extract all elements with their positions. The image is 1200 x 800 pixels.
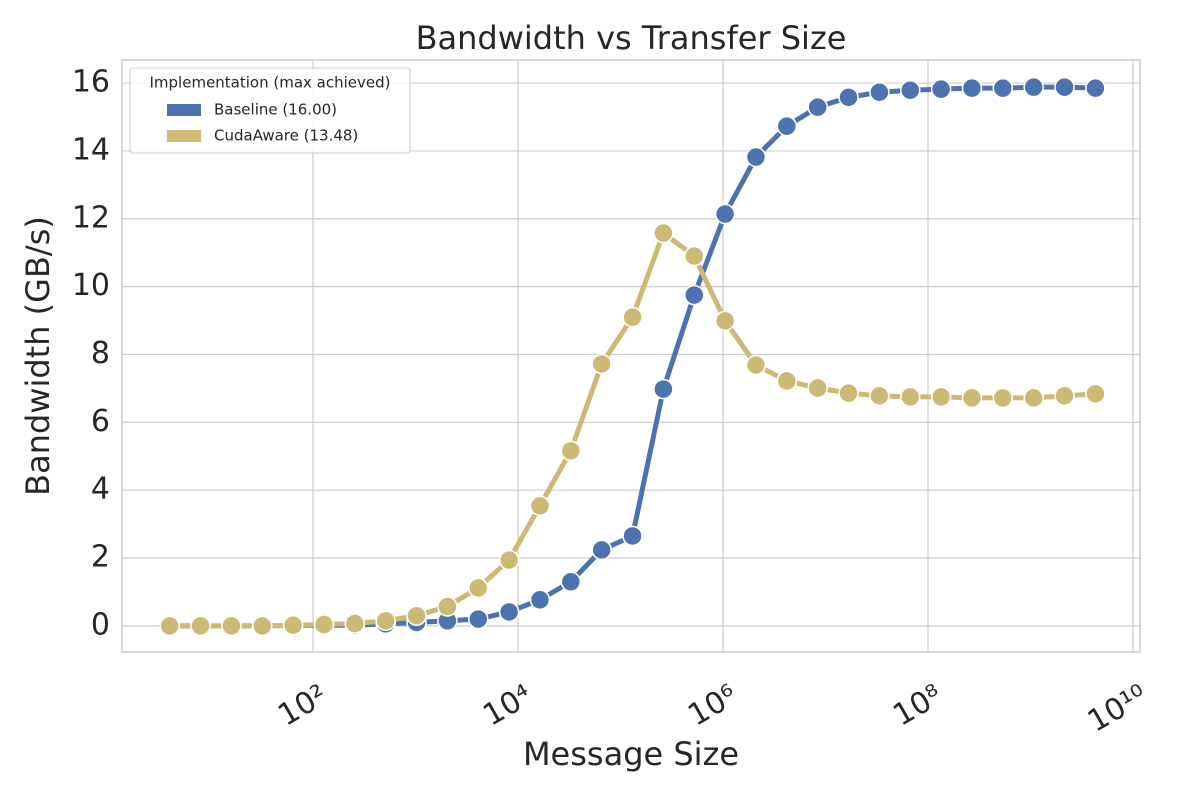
plot-frame [121, 59, 1141, 653]
y-tick-label: 8 [91, 336, 110, 371]
data-point [498, 601, 520, 623]
y-tick-label: 14 [72, 132, 110, 167]
y-tick-label: 12 [72, 200, 110, 235]
data-point [529, 495, 551, 517]
y-tick-label: 0 [91, 607, 110, 642]
data-point [437, 596, 458, 617]
y-tick-label: 6 [91, 404, 110, 439]
y-tick-label: 4 [91, 472, 110, 507]
y-tick-label: 16 [72, 65, 110, 100]
data-point [684, 284, 705, 306]
data-point [684, 245, 705, 267]
data-point [344, 613, 366, 634]
data-point [591, 353, 612, 375]
data-point [591, 539, 612, 561]
data-point [900, 386, 921, 408]
data-point [838, 382, 859, 404]
data-point [190, 615, 211, 637]
data-point [159, 615, 180, 637]
data-point [869, 81, 890, 103]
y-axis-label: Bandwidth (GB/s) [19, 216, 57, 496]
data-point [807, 377, 828, 399]
data-point [1085, 383, 1106, 405]
legend-swatch [167, 104, 201, 116]
data-point [869, 385, 890, 407]
data-point [653, 378, 674, 400]
data-point [930, 386, 952, 408]
data-point [745, 354, 767, 376]
y-tick-label: 10 [72, 268, 110, 303]
data-point [776, 115, 798, 137]
y-tick-label: 2 [91, 540, 110, 575]
chart-title: Bandwidth vs Transfer Size [416, 19, 847, 57]
data-point [221, 615, 242, 637]
data-point [529, 589, 551, 611]
data-point [1023, 76, 1044, 98]
data-point [1054, 385, 1075, 407]
data-point [560, 440, 582, 462]
data-point [653, 222, 674, 244]
data-point [961, 387, 983, 409]
data-point [745, 146, 767, 168]
data-point [961, 77, 983, 99]
legend-label: CudaAware (13.48) [214, 127, 358, 145]
legend-title: Implementation (max achieved) [150, 74, 391, 92]
data-point [992, 387, 1014, 409]
data-point [468, 608, 489, 630]
legend-swatch [167, 130, 201, 142]
data-point [1054, 76, 1075, 98]
data-point [468, 577, 489, 599]
data-point [714, 203, 736, 225]
legend-label: Baseline (16.00) [214, 101, 337, 119]
data-point [1023, 387, 1044, 409]
data-point [1085, 77, 1106, 99]
data-point [282, 614, 304, 636]
data-point [807, 96, 828, 118]
data-point [838, 87, 859, 108]
x-axis-label: Message Size [523, 735, 739, 773]
data-point [560, 571, 582, 593]
data-point [900, 79, 921, 101]
data-point [406, 605, 427, 626]
data-point [930, 78, 952, 100]
data-point [498, 549, 520, 571]
data-point [252, 615, 273, 637]
data-point [622, 306, 643, 328]
data-point [622, 525, 643, 547]
data-point [776, 370, 798, 392]
data-point [313, 614, 335, 635]
data-point [714, 310, 736, 332]
data-point [375, 610, 396, 632]
data-point [992, 77, 1014, 99]
